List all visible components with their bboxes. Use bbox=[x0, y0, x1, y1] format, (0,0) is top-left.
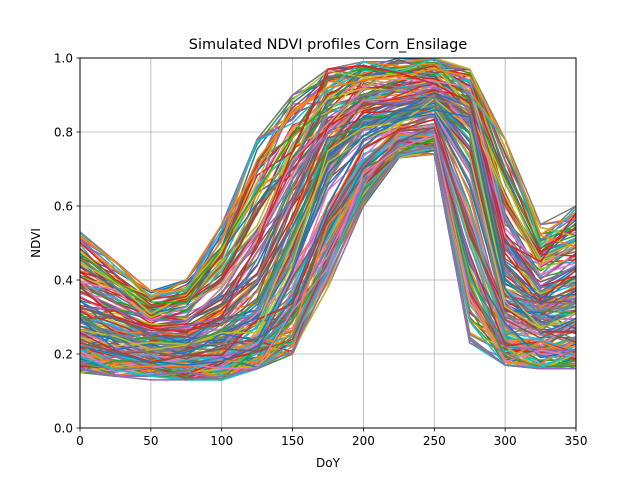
x-axis-label: DoY bbox=[316, 456, 341, 470]
ndvi-series-line-203 bbox=[80, 109, 576, 366]
x-axis-ticks: 0 50 100 150 200 250 300 350 bbox=[76, 428, 587, 448]
x-tick-label: 150 bbox=[281, 434, 304, 448]
ndvi-series-line-198 bbox=[80, 107, 576, 351]
y-tick-label: 0.0 bbox=[54, 421, 73, 435]
ndvi-series-line-186 bbox=[80, 78, 576, 321]
ndvi-series-line-200 bbox=[80, 68, 576, 300]
series-lines bbox=[80, 58, 576, 381]
x-tick-label: 200 bbox=[352, 434, 375, 448]
ndvi-series-line-195 bbox=[80, 126, 576, 365]
plot-frame bbox=[79, 57, 577, 429]
x-tick-label: 300 bbox=[494, 434, 517, 448]
ndvi-series-line-193 bbox=[80, 118, 576, 363]
ndvi-series-line-194 bbox=[80, 141, 576, 381]
y-tick-label: 0.4 bbox=[54, 273, 73, 287]
ndvi-series-line-204 bbox=[80, 64, 576, 333]
y-tick-label: 0.8 bbox=[54, 125, 73, 139]
ndvi-series-line-179 bbox=[80, 132, 576, 367]
chart-title: Simulated NDVI profiles Corn_Ensilage bbox=[189, 37, 468, 53]
x-tick-label: 0 bbox=[76, 434, 84, 448]
ndvi-series-line-158 bbox=[80, 64, 576, 315]
x-tick-label: 350 bbox=[565, 434, 588, 448]
ndvi-series-line-197 bbox=[80, 142, 576, 381]
ndvi-series-line-188 bbox=[80, 97, 576, 347]
y-axis-label: NDVI bbox=[29, 228, 43, 258]
ndvi-series-line-160 bbox=[80, 91, 576, 345]
y-tick-label: 1.0 bbox=[54, 51, 73, 65]
ndvi-series-line-196 bbox=[80, 133, 576, 373]
y-axis-ticks: 0.0 0.2 0.4 0.6 0.8 1.0 bbox=[54, 51, 80, 435]
ndvi-series-line-201 bbox=[80, 146, 576, 381]
x-tick-label: 250 bbox=[423, 434, 446, 448]
ndvi-series-line-199 bbox=[80, 148, 576, 381]
x-tick-label: 100 bbox=[210, 434, 233, 448]
ndvi-series-line-147 bbox=[80, 116, 576, 355]
y-tick-label: 0.6 bbox=[54, 199, 73, 213]
ndvi-series-line-182 bbox=[80, 106, 576, 347]
ndvi-series-line-202 bbox=[80, 86, 576, 355]
ndvi-series-line-187 bbox=[80, 97, 576, 346]
x-tick-label: 50 bbox=[143, 434, 158, 448]
ndvi-series-line-172 bbox=[80, 62, 576, 304]
y-tick-label: 0.2 bbox=[54, 347, 73, 361]
